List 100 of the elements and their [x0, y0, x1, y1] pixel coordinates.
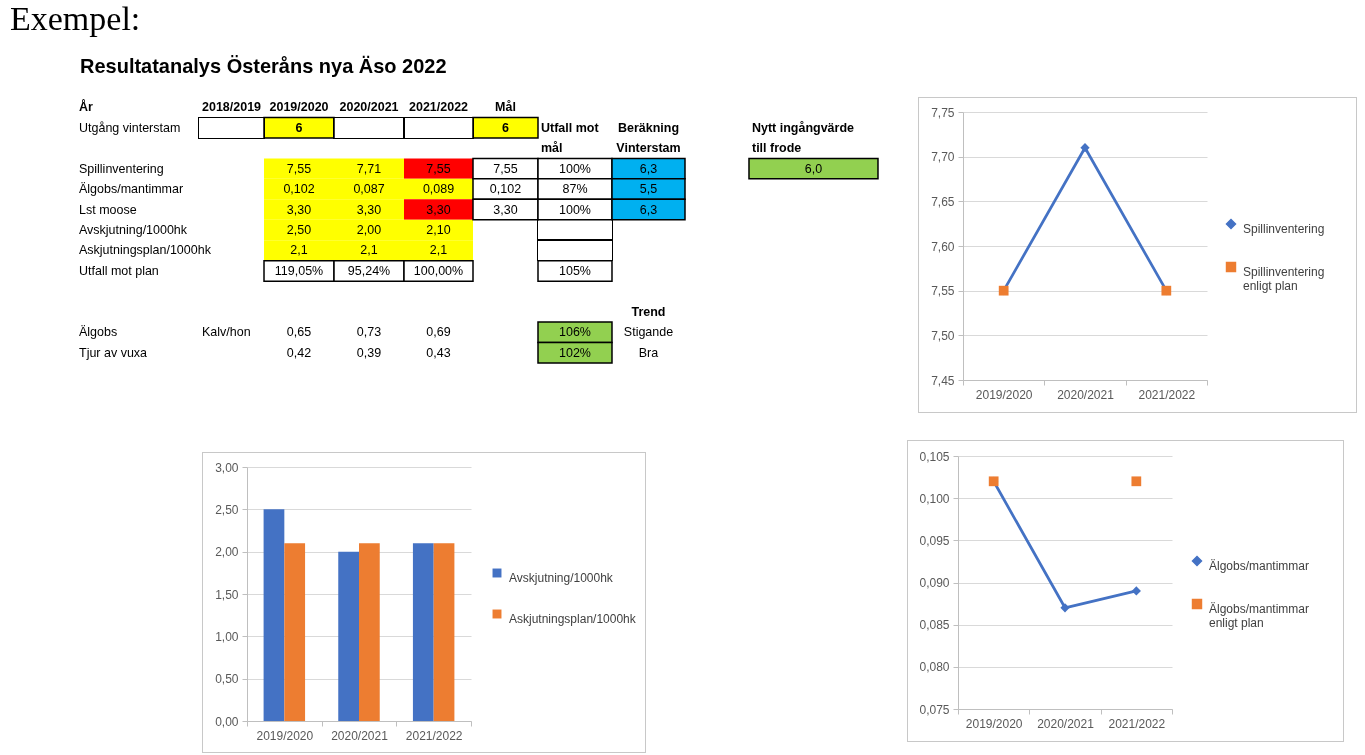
text: 2021/2022: [408, 100, 469, 115]
legend-label: Avskjutning/1000hk: [509, 571, 614, 585]
text: 0,69: [426, 325, 451, 340]
text: 87%: [562, 182, 588, 197]
text: Tjur av vuxa: [79, 345, 148, 360]
text: Kalv/hon: [202, 325, 251, 340]
text: Exempel:: [10, 0, 141, 37]
legend-label: Älgobs/mantimmar enligt plan: [1209, 602, 1310, 630]
text: 7,71: [356, 161, 382, 176]
text: 2,1: [360, 243, 378, 258]
text: Älgobs: [79, 325, 118, 340]
text: 95,24%: [347, 263, 391, 278]
legend-label: Älgobs/mantimmar: [1209, 559, 1310, 573]
y-tick-label: 0,095: [919, 533, 950, 548]
text: Askjutningsplan/1000hk: [79, 243, 211, 258]
x-tick-label: 2019/2020: [975, 387, 1033, 402]
text: 0,102: [283, 182, 315, 197]
text: 105%: [559, 263, 591, 278]
y-tick-label: 7,45: [931, 373, 955, 388]
y-tick-label: 2,00: [215, 545, 239, 560]
text: Utfall mot: [541, 120, 599, 135]
legend-label: Spillinventering: [1243, 222, 1325, 236]
text: 3,30: [286, 202, 312, 217]
text: 2018/2019: [202, 100, 262, 115]
text: 100%: [559, 202, 591, 217]
text: 7,55: [286, 161, 312, 176]
y-tick-label: 0,100: [919, 491, 950, 506]
text: 7,55: [426, 161, 451, 176]
text: Bra: [638, 345, 659, 360]
text: 6,3: [639, 202, 658, 217]
text: Trend: [631, 304, 666, 319]
text: År: [79, 100, 93, 115]
text: Vinterstam: [616, 141, 681, 156]
text: 2,50: [286, 222, 312, 237]
bar: [338, 551, 359, 721]
text: Avskjutning/1000hk: [79, 222, 188, 237]
x-tick-label: 2021/2022: [405, 728, 463, 743]
text: 6,0: [804, 161, 823, 176]
y-tick-label: 0,00: [215, 714, 239, 729]
text: Lst moose: [79, 202, 137, 217]
x-tick-label: 2021/2022: [1138, 387, 1196, 402]
point: [1131, 586, 1141, 596]
x-tick-label: 2019/2020: [965, 716, 1023, 731]
text: Resultatanalys Österåns nya Äso 2022: [80, 55, 447, 77]
text: 0,087: [353, 182, 385, 197]
text: 100%: [559, 161, 591, 176]
x-tick-label: 2020/2021: [1057, 387, 1115, 402]
text: 2,10: [426, 222, 451, 237]
text: Spillinventering: [79, 161, 164, 176]
bar: [263, 509, 285, 721]
text: 5,5: [639, 182, 658, 197]
bar: [433, 543, 455, 721]
point: [1131, 476, 1142, 487]
text: Beräkning: [617, 120, 680, 135]
x-tick-label: 2021/2022: [1108, 716, 1166, 731]
bar: [284, 543, 306, 721]
text: Nytt ingångvärde: [751, 120, 854, 135]
text: 2019/2020: [269, 100, 329, 115]
x-tick-label: 2020/2021: [1037, 716, 1095, 731]
text: 6: [295, 120, 303, 135]
y-tick-label: 7,70: [931, 150, 955, 165]
y-tick-label: 0,085: [919, 618, 950, 633]
text: mål: [541, 141, 563, 156]
text: 119,05%: [274, 263, 324, 278]
y-tick-label: 0,075: [919, 702, 950, 717]
bar: [412, 543, 434, 721]
text: 0,65: [286, 325, 312, 340]
text: 2,1: [290, 243, 308, 258]
text: 0,73: [356, 325, 382, 340]
y-tick-label: 7,65: [931, 194, 955, 209]
text: 3,30: [426, 202, 451, 217]
text: Älgobs/mantimmar: [79, 182, 184, 197]
y-tick-label: 0,090: [919, 576, 950, 590]
text: 2,00: [356, 222, 382, 237]
text: 6,3: [639, 161, 658, 176]
y-tick-label: 1,50: [215, 587, 239, 602]
text: 2020/2021: [339, 100, 399, 115]
point: [1060, 603, 1070, 613]
text: 102%: [559, 345, 591, 360]
text: till frode: [751, 141, 802, 156]
y-tick-label: 7,75: [931, 105, 955, 120]
text: 3,30: [493, 202, 518, 217]
y-tick-label: 7,55: [931, 284, 955, 299]
x-tick-label: 2020/2021: [331, 728, 389, 743]
y-tick-label: 1,00: [215, 629, 239, 644]
y-tick-label: 0,50: [215, 672, 239, 687]
y-tick-label: 7,60: [931, 239, 955, 254]
text: 0,102: [489, 182, 522, 197]
text: 6: [502, 120, 509, 135]
text: 2,1: [429, 243, 448, 258]
text: 0,42: [286, 345, 312, 360]
y-tick-label: 0,080: [919, 660, 950, 675]
text: Mål: [495, 100, 516, 115]
bar: [359, 543, 380, 721]
text: 7,55: [493, 161, 518, 176]
legend-label: Askjutningsplan/1000hk: [509, 612, 637, 626]
text: 0,43: [426, 345, 451, 360]
y-tick-label: 3,00: [215, 460, 239, 475]
text: 3,30: [356, 202, 382, 217]
x-tick-label: 2019/2020: [256, 728, 314, 743]
